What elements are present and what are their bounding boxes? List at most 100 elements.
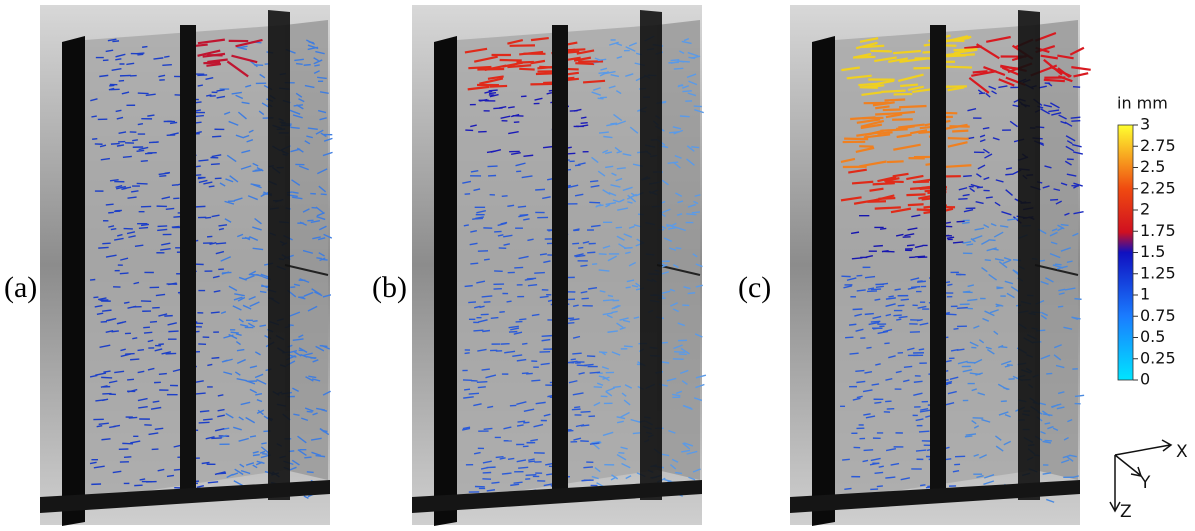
arrow <box>949 376 959 381</box>
arrow <box>573 229 580 232</box>
arrow <box>483 258 490 261</box>
arrow <box>669 288 676 292</box>
arrow <box>248 129 254 134</box>
arrow <box>297 449 307 456</box>
arrow <box>516 401 527 405</box>
arrow <box>143 331 153 334</box>
arrow <box>1073 185 1079 189</box>
arrow <box>967 108 977 112</box>
arrow <box>687 92 697 97</box>
arrow <box>194 114 204 118</box>
arrow <box>1004 364 1010 368</box>
arrow <box>675 390 683 395</box>
arrow <box>975 43 1000 60</box>
arrow <box>468 65 492 70</box>
arrow <box>598 71 606 75</box>
arrow <box>90 98 98 102</box>
arrow <box>952 129 969 133</box>
arrow <box>686 73 697 79</box>
arrow <box>878 465 884 468</box>
arrow <box>142 45 148 48</box>
arrow <box>315 129 324 135</box>
arrow <box>984 310 995 317</box>
arrow <box>215 250 225 255</box>
arrow <box>691 146 700 149</box>
arrow <box>147 339 154 343</box>
arrow <box>983 224 990 229</box>
arrow <box>695 374 707 379</box>
arrow <box>110 142 120 145</box>
arrow <box>858 82 881 87</box>
arrow <box>159 174 167 178</box>
arrow <box>128 235 136 239</box>
arrow <box>1042 185 1050 189</box>
arrow <box>125 352 135 355</box>
arrow <box>242 304 252 310</box>
arrow <box>885 297 896 300</box>
arrow <box>580 264 588 267</box>
arrow <box>680 369 689 375</box>
arrow <box>1058 114 1067 120</box>
arrow <box>870 457 881 462</box>
middle-plate <box>180 25 196 490</box>
arrow <box>201 461 210 465</box>
arrow <box>863 84 885 89</box>
arrow <box>1056 265 1068 270</box>
arrow <box>976 475 984 479</box>
arrow <box>316 215 326 221</box>
arrow <box>876 485 883 488</box>
arrow <box>880 128 908 132</box>
arrow <box>295 62 303 65</box>
arrow <box>576 49 595 55</box>
arrow <box>236 358 246 365</box>
arrow <box>530 36 549 42</box>
arrow <box>1056 406 1065 410</box>
right-plate <box>640 10 662 500</box>
arrow <box>507 39 524 45</box>
arrow <box>1055 200 1062 205</box>
arrow <box>603 299 614 302</box>
arrow <box>249 388 258 394</box>
arrow <box>592 263 598 266</box>
arrow <box>234 468 244 476</box>
arrow <box>292 338 304 341</box>
arrow <box>197 176 206 180</box>
arrow <box>920 484 926 487</box>
left-plate <box>812 36 835 526</box>
arrow <box>882 108 901 112</box>
arrow <box>572 352 582 355</box>
arrow <box>534 271 545 274</box>
arrow <box>1046 372 1053 375</box>
arrow <box>245 416 256 424</box>
arrow <box>534 97 543 101</box>
arrow <box>254 217 262 225</box>
arrow <box>875 363 881 366</box>
arrow <box>1005 167 1013 170</box>
arrow <box>506 300 512 303</box>
arrow <box>893 314 902 317</box>
arrow <box>203 61 221 65</box>
arrow <box>605 202 616 206</box>
arrow <box>885 313 892 317</box>
arrow <box>953 48 978 55</box>
arrow <box>975 372 983 376</box>
arrow <box>211 154 222 158</box>
arrow <box>198 179 208 184</box>
arrow <box>238 416 244 421</box>
arrow <box>981 418 991 423</box>
arrow <box>695 263 703 268</box>
arrow <box>539 253 547 256</box>
arrow <box>885 476 896 479</box>
arrow <box>911 214 921 218</box>
colorbar-tick-label: 0.5 <box>1140 327 1165 346</box>
arrow <box>672 358 684 361</box>
colorbar-tick-label: 0.25 <box>1140 348 1176 367</box>
arrow <box>1003 440 1012 446</box>
arrow <box>1039 259 1046 262</box>
arrow <box>612 385 621 389</box>
arrow <box>256 399 263 403</box>
arrow <box>692 253 698 258</box>
arrow <box>252 450 259 454</box>
arrow <box>237 296 246 302</box>
arrow <box>624 384 633 389</box>
